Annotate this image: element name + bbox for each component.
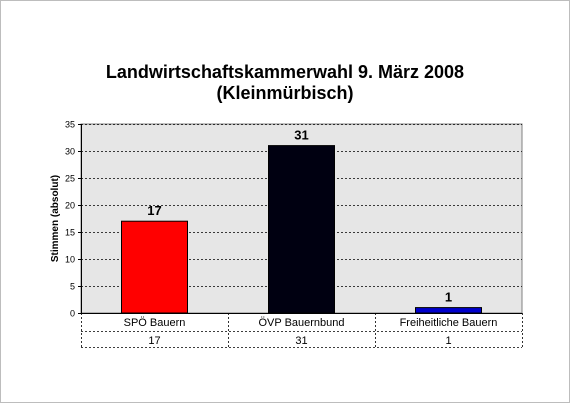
bar: [121, 220, 188, 314]
x-category-label: Freiheitliche Bauern: [400, 317, 498, 329]
data-table: SPÖ Bauern 17 ÖVP Bauernbund 31 Freiheitlich…: [81, 313, 523, 348]
data-label: 1: [445, 290, 452, 305]
data-label: 17: [147, 203, 161, 218]
bar: [415, 307, 482, 314]
bars: [121, 145, 482, 314]
y-tick-label: 5: [70, 282, 75, 292]
chart-title-line-2: (Kleinmürbisch): [216, 83, 354, 103]
x-category-label: ÖVP Bauernbund: [258, 317, 344, 329]
table-value-cell: 31: [295, 335, 307, 347]
y-tick-label: 35: [65, 120, 75, 130]
y-tick-label: 10: [65, 255, 75, 265]
table-value-cell: 17: [148, 335, 160, 347]
y-tick-label: 20: [65, 201, 75, 211]
data-label: 31: [294, 128, 308, 143]
y-axis-ticks: 0 5 10 15 20 25 30 35: [65, 120, 81, 319]
chart-title: Landwirtschaftskammerwahl 9. März 2008 (…: [0, 62, 570, 104]
y-tick-label: 15: [65, 228, 75, 238]
bar: [268, 145, 335, 314]
table-value-cell: 1: [445, 335, 451, 347]
data-labels: 17 31 1: [147, 128, 452, 305]
x-category-label: SPÖ Bauern: [124, 317, 186, 329]
y-tick-label: 0: [70, 309, 75, 319]
y-tick-label: 25: [65, 174, 75, 184]
y-tick-label: 30: [65, 147, 75, 157]
chart-title-line-1: Landwirtschaftskammerwahl 9. März 2008: [105, 62, 465, 82]
y-axis-label: Stimmen (absolut): [50, 175, 61, 262]
